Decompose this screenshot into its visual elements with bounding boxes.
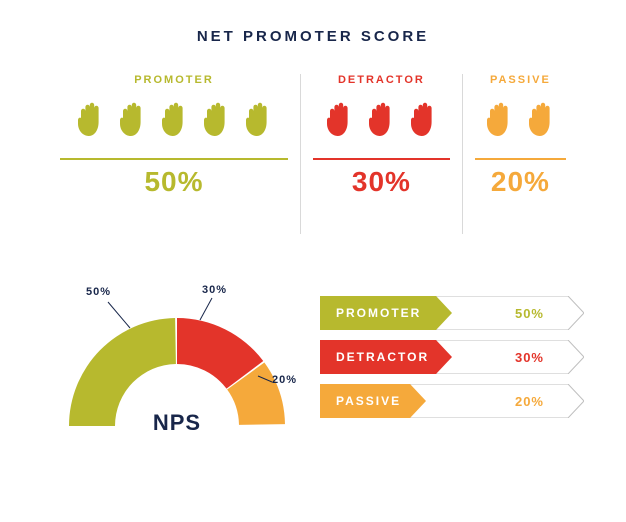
gauge-callout-passive: 20%	[272, 374, 297, 386]
bar-pct-promoter: 50%	[515, 296, 544, 330]
hands-rule-promoter	[60, 158, 288, 160]
hands-passive	[481, 100, 559, 142]
nps-gauge: NPS 50%30%20%	[62, 284, 292, 464]
bar-passive: PASSIVE 20%	[320, 384, 584, 418]
hands-rule-detractor	[313, 158, 450, 160]
bar-pct-detractor: 30%	[515, 340, 544, 374]
hand-icon	[156, 100, 192, 142]
hands-pct-detractor: 30%	[352, 166, 411, 198]
hands-label-detractor: DETRACTOR	[338, 74, 425, 86]
gauge-leader-passive	[62, 284, 292, 454]
hands-detractor	[321, 100, 441, 142]
hands-col-promoter: PROMOTER 50%	[48, 74, 300, 234]
hand-icon	[363, 100, 399, 142]
bar-label-passive: PASSIVE	[336, 384, 401, 418]
bar-promoter: PROMOTER 50%	[320, 296, 584, 330]
hands-label-passive: PASSIVE	[490, 74, 551, 86]
arrow-bars: PROMOTER 50% DETRACTOR 30% PASSIVE 20%	[320, 296, 584, 418]
hands-rule-passive	[475, 158, 566, 160]
hand-icon	[321, 100, 357, 142]
hands-pct-promoter: 50%	[144, 166, 203, 198]
bar-pct-passive: 20%	[515, 384, 544, 418]
hands-row: PROMOTER 50%DETRACTOR 30%PASSIVE 20%	[48, 74, 578, 234]
hand-icon	[523, 100, 559, 142]
hand-icon	[198, 100, 234, 142]
hand-icon	[114, 100, 150, 142]
hands-col-detractor: DETRACTOR 30%	[300, 74, 463, 234]
hand-icon	[405, 100, 441, 142]
hands-promoter	[72, 100, 276, 142]
hand-icon	[72, 100, 108, 142]
page-title: NET PROMOTER SCORE	[0, 28, 626, 45]
bar-label-promoter: PROMOTER	[336, 296, 421, 330]
hand-icon	[481, 100, 517, 142]
hand-icon	[240, 100, 276, 142]
bar-detractor: DETRACTOR 30%	[320, 340, 584, 374]
hands-pct-passive: 20%	[491, 166, 550, 198]
hands-label-promoter: PROMOTER	[134, 74, 214, 86]
hands-col-passive: PASSIVE 20%	[463, 74, 578, 234]
bar-label-detractor: DETRACTOR	[336, 340, 429, 374]
